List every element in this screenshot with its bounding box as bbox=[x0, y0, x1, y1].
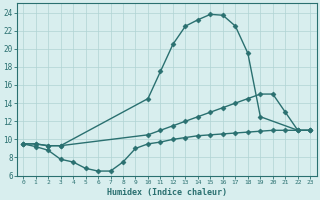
X-axis label: Humidex (Indice chaleur): Humidex (Indice chaleur) bbox=[107, 188, 227, 197]
